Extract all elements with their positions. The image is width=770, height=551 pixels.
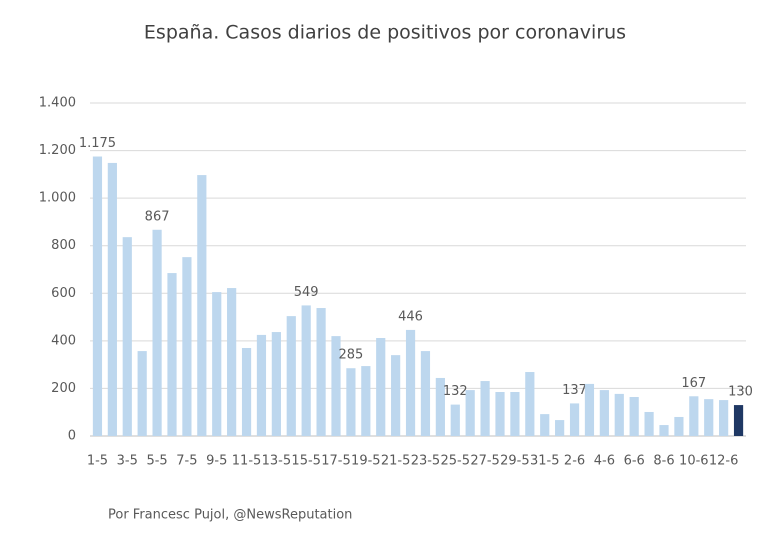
bar <box>733 405 744 436</box>
x-tick-label: 5-5 <box>146 454 167 469</box>
x-tick-label: 21-5 <box>381 454 411 469</box>
bar <box>137 351 147 436</box>
x-tick-label: 17-5 <box>321 454 351 469</box>
y-tick-label: 800 <box>51 238 76 253</box>
x-tick-label: 25-5 <box>441 454 471 469</box>
bar <box>525 372 535 436</box>
bar <box>271 332 281 436</box>
bar <box>197 175 207 436</box>
bar <box>540 414 550 436</box>
x-tick-label: 13-5 <box>262 454 292 469</box>
x-tick-label: 19-5 <box>351 454 381 469</box>
bar <box>122 237 132 436</box>
data-label: 867 <box>145 209 170 224</box>
y-tick-label: 1.200 <box>39 143 76 158</box>
bar <box>256 334 267 436</box>
bar <box>107 162 117 436</box>
data-label: 549 <box>294 285 319 300</box>
bar <box>659 425 669 436</box>
bar <box>614 393 624 436</box>
bar <box>719 400 729 436</box>
y-tick-label: 1.000 <box>39 191 76 206</box>
bar <box>435 377 445 436</box>
x-tick-label: 15-5 <box>291 454 321 469</box>
x-tick-label: 11-5 <box>232 454 262 469</box>
x-tick-label: 10-6 <box>679 454 709 469</box>
bar <box>644 411 654 436</box>
bar <box>569 403 580 436</box>
bar <box>405 329 416 436</box>
y-tick-label: 400 <box>51 333 76 348</box>
bar <box>510 391 520 436</box>
y-tick-label: 200 <box>51 381 76 396</box>
bar <box>346 368 356 436</box>
chart-title: España. Casos diarios de positivos por c… <box>144 22 626 44</box>
x-tick-label: 12-6 <box>709 454 739 469</box>
x-tick-label: 9-5 <box>206 454 227 469</box>
y-tick-label: 600 <box>51 286 76 301</box>
bar <box>599 390 609 436</box>
bar <box>555 420 565 436</box>
x-tick-label: 6-6 <box>624 454 645 469</box>
bar <box>674 416 684 436</box>
data-label: 167 <box>681 376 706 391</box>
bar <box>495 391 505 436</box>
bar <box>465 390 475 436</box>
x-tick-label: 4-6 <box>594 454 615 469</box>
data-label: 137 <box>562 383 587 398</box>
bar <box>376 338 386 436</box>
x-tick-label: 7-5 <box>176 454 197 469</box>
bar <box>480 381 490 436</box>
bar <box>689 396 699 436</box>
bar <box>241 347 252 436</box>
bar <box>182 257 192 436</box>
data-label: 130 <box>728 385 753 400</box>
x-tick-label: 3-5 <box>117 454 138 469</box>
x-tick-label: 31-5 <box>530 454 560 469</box>
footer: Por Francesc Pujol, @NewsReputation <box>108 508 352 523</box>
bar <box>361 366 371 436</box>
bar <box>331 336 341 436</box>
data-label: 132 <box>443 384 468 399</box>
x-tick-label: 1-5 <box>87 454 108 469</box>
bar <box>301 305 311 436</box>
bar <box>152 229 162 436</box>
data-label: 446 <box>398 309 423 324</box>
bar <box>450 404 460 436</box>
x-tick-label: 27-5 <box>470 454 500 469</box>
y-tick-label: 1.400 <box>39 96 76 111</box>
bar <box>286 316 296 436</box>
x-tick-label: 2-6 <box>564 454 585 469</box>
bar <box>584 383 595 436</box>
x-tick-label: 29-5 <box>500 454 530 469</box>
bar <box>212 292 222 436</box>
bar <box>420 351 431 436</box>
bar <box>92 156 103 436</box>
data-label: 1.175 <box>79 136 116 151</box>
x-tick-label: 23-5 <box>411 454 441 469</box>
bar <box>629 396 639 436</box>
bar <box>227 288 237 436</box>
bar <box>316 308 326 436</box>
x-tick-label: 8-6 <box>653 454 674 469</box>
bar <box>704 399 714 436</box>
bar <box>167 273 177 436</box>
bar <box>391 355 401 436</box>
data-label: 285 <box>338 348 363 363</box>
y-tick-label: 0 <box>68 429 76 444</box>
